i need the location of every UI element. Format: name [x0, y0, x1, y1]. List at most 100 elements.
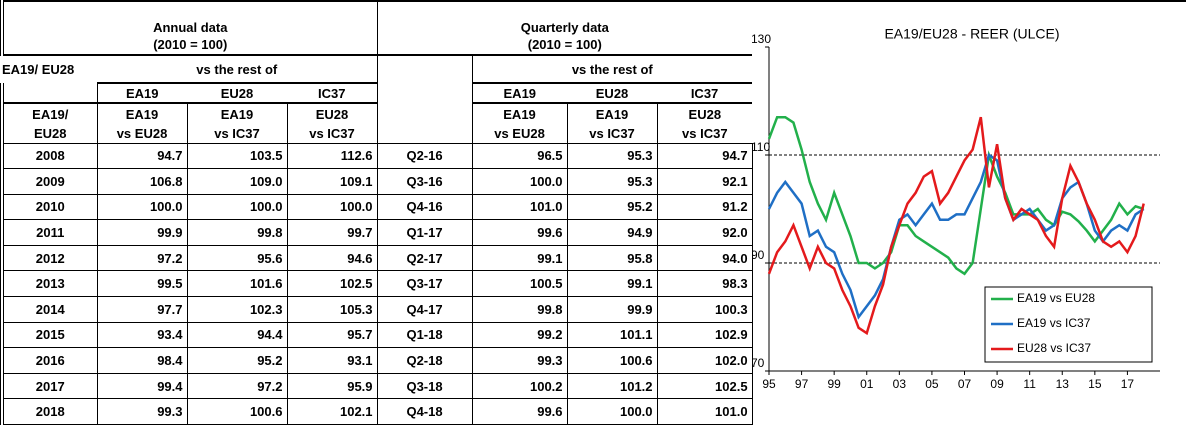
cell: 95.3 — [566, 142, 658, 170]
data-table: Annual data Quarterly data (2010 = 100) … — [0, 0, 753, 425]
cell: 99.3 — [471, 347, 568, 374]
x-tick-label: 15 — [1088, 377, 1102, 391]
x-tick-label: 05 — [925, 377, 939, 391]
cell: 105.3 — [286, 296, 378, 323]
cell: Q3-18 — [376, 372, 473, 400]
chart-title: EA19/EU28 - REER (ULCE) — [884, 26, 1059, 42]
cell: 101.2 — [566, 372, 658, 400]
header: Quarterly data — [376, 0, 753, 35]
cell: 2010 — [0, 193, 98, 221]
row: 2013 99.5 101.6 102.5 Q3-17 100.5 99.1 98.3 — [0, 270, 753, 298]
header: vs the rest of — [471, 54, 753, 83]
cell: 99.6 — [471, 219, 568, 246]
cell: 99.1 — [566, 270, 658, 298]
row: 2012 97.2 95.6 94.6 Q2-17 99.1 95.8 94.0 — [0, 244, 753, 272]
x-tick-label: 03 — [893, 377, 907, 391]
x-tick-label: 11 — [1023, 377, 1036, 391]
column-header: EU28 — [656, 102, 753, 124]
cell: 94.7 — [656, 142, 753, 170]
cell: 102.9 — [656, 321, 753, 349]
cell: 2014 — [0, 296, 98, 323]
column-header: EU28 — [0, 124, 97, 144]
cell: 94.0 — [656, 244, 753, 272]
cell: 99.1 — [471, 244, 568, 272]
cell: 99.4 — [96, 372, 188, 400]
cell: 2013 — [0, 270, 98, 298]
header: (2010 = 100) — [376, 35, 753, 55]
row: 2018 99.3 100.6 102.1 Q4-18 99.6 100.0 101.0 — [0, 398, 753, 425]
cell: Q4-18 — [376, 398, 473, 425]
column-group: IC37 — [657, 82, 753, 103]
column-header: EA19 — [471, 102, 568, 124]
row: 2015 93.4 94.4 95.7 Q1-18 99.2 101.1 102.9 — [0, 321, 753, 349]
cell: 96.5 — [471, 142, 568, 170]
cell: 99.2 — [471, 321, 568, 349]
cell: Q4-16 — [376, 193, 473, 221]
row: 2016 98.4 95.2 93.1 Q2-18 99.3 100.6 102.0 — [0, 347, 753, 374]
cell: 98.3 — [656, 270, 753, 298]
cell: 2018 — [0, 398, 98, 425]
cell: Q3-16 — [376, 168, 473, 195]
cell: 109.0 — [186, 168, 288, 195]
cell: 95.3 — [566, 168, 658, 195]
cell: 93.1 — [286, 347, 378, 374]
x-tick-label: 07 — [958, 377, 972, 391]
column-header: vs EU28 — [96, 124, 187, 144]
cell: 99.9 — [566, 296, 658, 323]
cell: 100.2 — [471, 372, 568, 400]
row: 2011 99.9 99.8 99.7 Q1-17 99.6 94.9 92.0 — [0, 219, 753, 246]
x-tick-label: 95 — [762, 377, 776, 391]
line-series — [767, 115, 1145, 276]
column-header: vs IC37 — [186, 124, 287, 144]
cell: 2015 — [0, 321, 98, 349]
cell: 99.6 — [471, 398, 568, 425]
cell: 95.9 — [286, 372, 378, 400]
cell: 99.5 — [96, 270, 188, 298]
x-tick-label: 13 — [1056, 377, 1070, 391]
legend-label: EA19 vs EU28 — [1017, 291, 1095, 305]
cell: 100.6 — [566, 347, 658, 374]
column-group: EA19 — [471, 82, 568, 103]
column-group: EU28 — [187, 82, 287, 103]
cell: 2012 — [0, 244, 98, 272]
cell: 106.8 — [96, 168, 188, 195]
cell: 100.0 — [471, 168, 568, 195]
cell: 94.7 — [96, 142, 188, 170]
cell: 101.0 — [471, 193, 568, 221]
cell: 101.6 — [186, 270, 288, 298]
cell: 109.1 — [286, 168, 378, 195]
cell: Q1-18 — [376, 321, 473, 349]
cell: 95.7 — [286, 321, 378, 349]
cell: 95.2 — [566, 193, 658, 221]
row: 2014 97.7 102.3 105.3 Q4-17 99.8 99.9 100.3 — [0, 296, 753, 323]
row: 2008 94.7 103.5 112.6 Q2-16 96.5 95.3 94.7 — [0, 142, 753, 170]
cell: 94.6 — [286, 244, 378, 272]
cell: 98.4 — [96, 347, 188, 374]
row: 2017 99.4 97.2 95.9 Q3-18 100.2 101.2 102.5 — [0, 372, 753, 400]
cell: 102.3 — [186, 296, 288, 323]
x-tick-label: 01 — [860, 377, 874, 391]
cell — [376, 83, 473, 103]
x-tick-label: 99 — [827, 377, 841, 391]
x-tick-label: 09 — [990, 377, 1004, 391]
cell: 99.8 — [471, 296, 568, 323]
cell: 97.2 — [186, 372, 288, 400]
row: 2009 106.8 109.0 109.1 Q3-16 100.0 95.3 92.1 — [0, 168, 753, 195]
y-tick-label: 70 — [752, 356, 765, 370]
cell: 100.0 — [186, 193, 288, 221]
column-group: IC37 — [287, 82, 378, 103]
x-tick-label: 97 — [795, 377, 809, 391]
x-tick-label: 17 — [1121, 377, 1135, 391]
cell: 100.3 — [656, 296, 753, 323]
column-header: EA19/ — [0, 102, 97, 124]
cell: 100.0 — [566, 398, 658, 425]
cell: Q1-17 — [376, 219, 473, 246]
cell: 99.9 — [96, 219, 188, 246]
cell: 95.2 — [186, 347, 288, 374]
column-header: vs IC37 — [286, 124, 378, 144]
row: 2010 100.0 100.0 100.0 Q4-16 101.0 95.2 91.2 — [0, 193, 753, 221]
cell: 95.8 — [566, 244, 658, 272]
column-header: EU28 — [286, 102, 378, 124]
cell: 102.5 — [286, 270, 378, 298]
cell: 91.2 — [656, 193, 753, 221]
